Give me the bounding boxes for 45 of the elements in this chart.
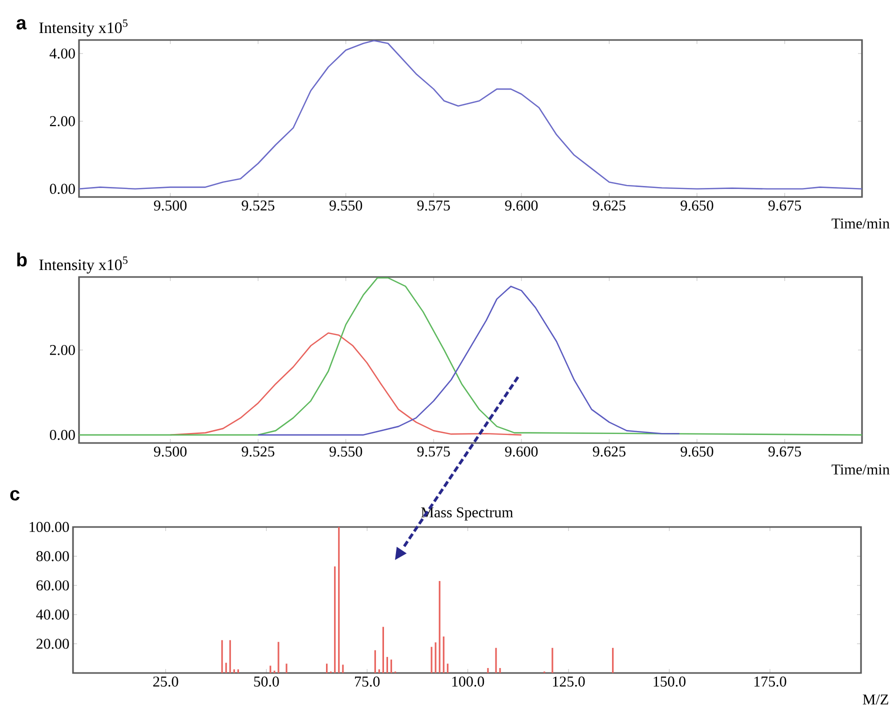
x-axis-title: M/Z xyxy=(862,694,888,705)
y-axis-title: Intensity x10$^{5}$ xyxy=(39,19,128,36)
x-tick-label: 150.0 xyxy=(654,676,686,687)
y-tick-label: 100.00 xyxy=(30,522,69,532)
x-tick-label: 9.525 xyxy=(242,200,274,211)
x-axis-title: Time/min xyxy=(832,464,890,475)
x-tick-label: 9.675 xyxy=(768,446,801,457)
y-tick-label: 2.00 xyxy=(50,116,75,126)
y-tick-label: 0.00 xyxy=(50,430,75,440)
x-tick-label: 9.625 xyxy=(592,200,626,211)
chart-title: c xyxy=(10,490,20,501)
x-tick-label: 175.0 xyxy=(754,676,786,687)
x-tick-label: 9.575 xyxy=(417,446,450,457)
x-tick-label: 9.575 xyxy=(417,200,450,211)
line-series xyxy=(257,286,680,436)
y-tick-label: 2.00 xyxy=(50,344,75,356)
x-tick-label: 9.550 xyxy=(330,200,362,211)
x-tick-label: 75.0 xyxy=(355,676,380,687)
x-tick-label: 9.625 xyxy=(592,446,626,457)
x-tick-label: 9.675 xyxy=(768,200,801,211)
x-tick-label: 9.525 xyxy=(242,446,274,457)
line-series xyxy=(78,40,863,190)
y-tick-label: 20.00 xyxy=(36,638,69,649)
y-tick-label: 80.00 xyxy=(36,551,69,562)
chart-title: b xyxy=(17,252,27,266)
x-tick-label: 9.650 xyxy=(680,200,714,211)
x-tick-label: 25.0 xyxy=(153,676,178,687)
chart-title: a xyxy=(16,19,27,30)
x-tick-label: 50.0 xyxy=(254,676,279,687)
line-series xyxy=(78,277,863,436)
x-tick-label: 100.0 xyxy=(452,676,484,687)
line-series xyxy=(170,332,522,436)
y-tick-label: 4.00 xyxy=(50,48,75,59)
x-axis-title: Time/min xyxy=(832,218,890,229)
x-tick-label: 9.650 xyxy=(680,446,714,457)
y-axis-title: Intensity x10$^{5}$ xyxy=(39,256,128,274)
x-tick-label: 9.500 xyxy=(154,446,187,457)
x-tick-label: 9.550 xyxy=(330,446,362,457)
x-tick-label: 9.600 xyxy=(505,200,538,211)
y-tick-label: 40.00 xyxy=(36,610,69,620)
y-tick-label: 60.00 xyxy=(36,580,69,590)
x-tick-label: 125.0 xyxy=(553,676,585,687)
x-tick-label: 9.600 xyxy=(505,446,538,457)
x-tick-label: 9.500 xyxy=(154,200,187,211)
y-tick-label: 0.00 xyxy=(50,184,75,194)
